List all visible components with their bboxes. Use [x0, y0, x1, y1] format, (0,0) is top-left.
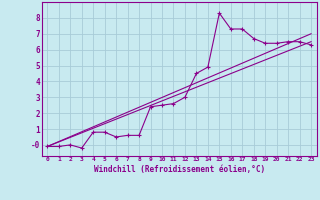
X-axis label: Windchill (Refroidissement éolien,°C): Windchill (Refroidissement éolien,°C) [94, 165, 265, 174]
